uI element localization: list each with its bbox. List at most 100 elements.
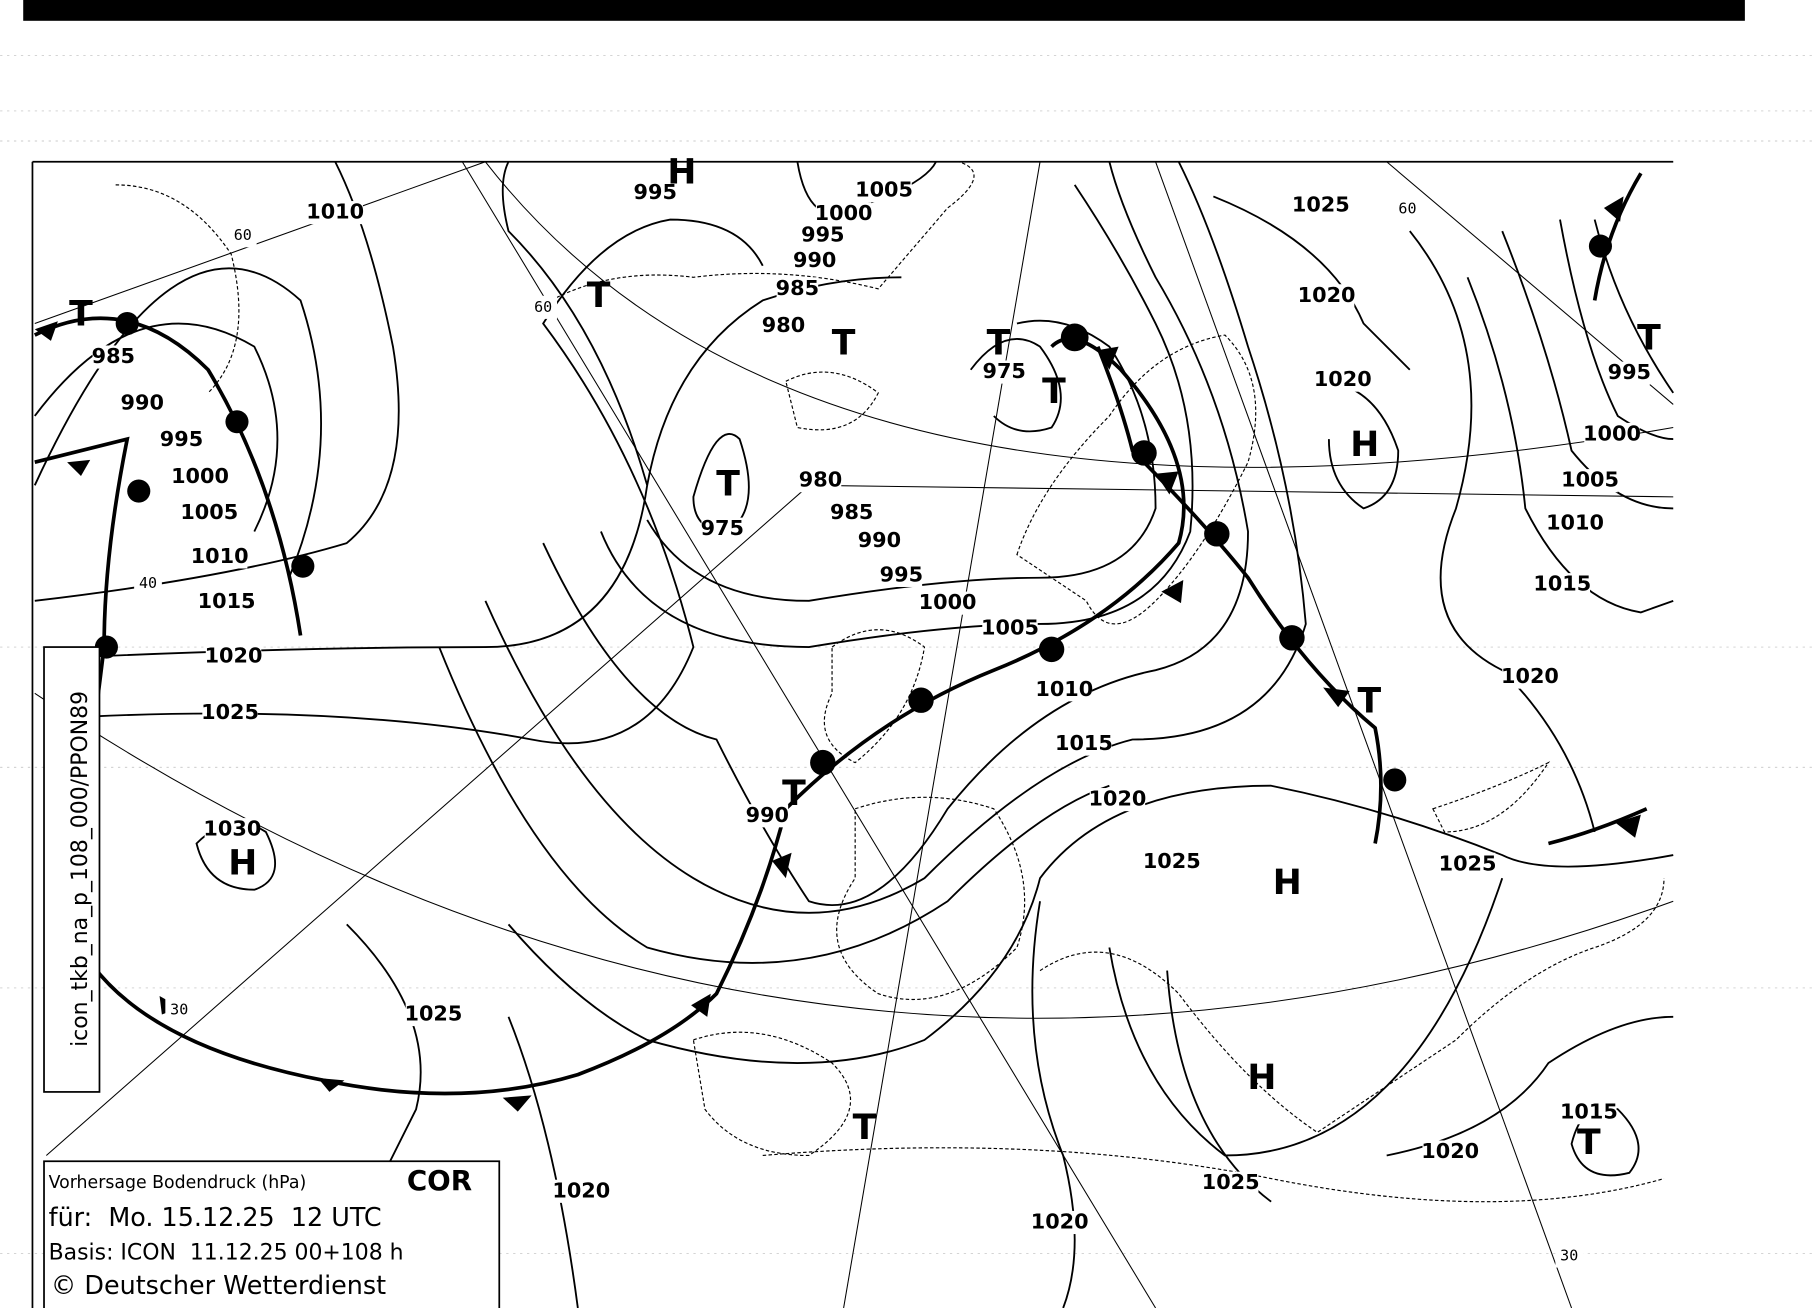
label-background bbox=[165, 998, 194, 1022]
label-background bbox=[1393, 197, 1422, 221]
low-pressure-label: T bbox=[1042, 372, 1066, 412]
legend-title: Vorhersage Bodendruck (hPa) bbox=[49, 1173, 307, 1193]
label-background bbox=[1298, 284, 1355, 308]
isobar-label: 1015 bbox=[1055, 731, 1113, 755]
isobar-label: 1015 bbox=[1560, 1100, 1618, 1124]
isobar-label: 1020 bbox=[552, 1178, 610, 1202]
isobar-label: 1020 bbox=[205, 643, 263, 667]
latitude-labels: 60 60 60 40 30 30 bbox=[134, 197, 1584, 1268]
label-background bbox=[776, 277, 819, 301]
isobar-label: 1010 bbox=[1035, 677, 1093, 701]
label-background bbox=[830, 501, 873, 525]
low-pressure-label: T bbox=[832, 323, 856, 363]
label-background bbox=[802, 224, 844, 248]
latitude-label: 30 bbox=[170, 1000, 188, 1018]
label-background bbox=[205, 644, 262, 668]
latitude-label: 30 bbox=[1560, 1247, 1578, 1265]
isobar-label: 990 bbox=[121, 390, 164, 414]
label-background bbox=[529, 295, 558, 319]
label-background bbox=[799, 469, 842, 493]
isobar-label: 1020 bbox=[1031, 1209, 1089, 1233]
isobar-label: 1025 bbox=[404, 1002, 462, 1026]
label-background bbox=[1056, 732, 1112, 756]
isobar-label: 1025 bbox=[1439, 851, 1497, 875]
isobar-label: 1030 bbox=[203, 817, 261, 841]
isobar-label: 995 bbox=[880, 562, 923, 586]
high-pressure-label: H bbox=[228, 843, 257, 883]
label-background bbox=[1608, 361, 1651, 385]
isobar-label: 990 bbox=[793, 248, 836, 272]
product-id: icon_tkb_na_p_108_000/PPON89 bbox=[68, 691, 93, 1047]
label-background bbox=[880, 563, 923, 587]
isobar-label: 1015 bbox=[198, 589, 256, 613]
isobar-label: 980 bbox=[799, 468, 842, 492]
isobar-label: 1025 bbox=[1143, 849, 1201, 873]
label-background bbox=[983, 360, 1026, 384]
isobar-label: 1025 bbox=[201, 700, 259, 724]
label-background bbox=[181, 501, 237, 525]
map-frame bbox=[31, 160, 1674, 1308]
label-background bbox=[982, 617, 1038, 641]
legend-cor-flag: COR bbox=[407, 1164, 472, 1197]
label-background bbox=[634, 181, 677, 205]
latitude-label: 40 bbox=[139, 574, 157, 592]
isobar-label: 1000 bbox=[815, 201, 873, 225]
isobar-label: 1005 bbox=[180, 500, 238, 524]
front-symbols bbox=[34, 196, 1641, 1112]
isobar-label: 1000 bbox=[919, 590, 977, 614]
isobar-label: 980 bbox=[762, 313, 805, 337]
low-pressure-label: T bbox=[69, 294, 93, 334]
isobar-label: 985 bbox=[776, 276, 819, 300]
legend-valid-time: für: Mo. 15.12.25 12 UTC bbox=[49, 1202, 382, 1232]
high-pressure-label: H bbox=[1247, 1058, 1276, 1098]
label-background bbox=[793, 249, 836, 273]
label-background bbox=[1555, 1244, 1584, 1268]
isobar-label: 1020 bbox=[1298, 283, 1356, 307]
isobar-label: 995 bbox=[801, 223, 844, 247]
isobar-label: 1010 bbox=[191, 544, 249, 568]
label-background bbox=[121, 391, 164, 415]
low-pressure-label: T bbox=[853, 1108, 877, 1148]
isobar-label: 1005 bbox=[1561, 468, 1619, 492]
label-background bbox=[1315, 368, 1371, 392]
label-background bbox=[191, 545, 248, 569]
label-background bbox=[1144, 850, 1200, 874]
isobar-label: 990 bbox=[746, 803, 789, 827]
isobar-label: 1020 bbox=[1501, 664, 1559, 688]
low-pressure-label: T bbox=[782, 774, 806, 814]
low-pressure-label: T bbox=[1577, 1123, 1601, 1163]
low-pressure-label: T bbox=[587, 276, 611, 316]
isobar-label: 995 bbox=[1608, 360, 1651, 384]
isobar-label: 1020 bbox=[1314, 367, 1372, 391]
label-background bbox=[92, 345, 135, 369]
label-background bbox=[1422, 1140, 1478, 1164]
low-pressure-label: T bbox=[716, 464, 740, 504]
coastlines bbox=[115, 161, 1665, 1203]
isobar-label: 1025 bbox=[1202, 1170, 1260, 1194]
label-background bbox=[762, 314, 805, 338]
isobar-label: 985 bbox=[830, 500, 873, 524]
high-pressure-label: H bbox=[1273, 863, 1302, 903]
label-background bbox=[202, 701, 258, 725]
isobar-label: 1010 bbox=[1546, 510, 1604, 534]
label-background bbox=[919, 591, 976, 615]
isobar-label: 975 bbox=[983, 359, 1026, 383]
label-background bbox=[1534, 573, 1591, 597]
legend-box: Vorhersage Bodendruck (hPa) COR für: Mo.… bbox=[43, 1160, 501, 1308]
isobar-label: 1025 bbox=[1292, 193, 1350, 217]
label-background bbox=[405, 1002, 462, 1027]
label-background bbox=[228, 224, 257, 248]
low-pressure-label: T bbox=[987, 323, 1011, 363]
high-pressure-centers: H H H H H bbox=[228, 152, 1379, 1098]
latitude-label: 60 bbox=[534, 298, 552, 316]
header-bar bbox=[23, 0, 1745, 21]
isobar-label: 1020 bbox=[1421, 1139, 1479, 1163]
label-background bbox=[1036, 678, 1093, 702]
high-pressure-label: H bbox=[667, 152, 696, 192]
latitude-label: 60 bbox=[1398, 200, 1416, 218]
isobar-label: 975 bbox=[701, 516, 744, 540]
isobar-label: 1010 bbox=[306, 200, 364, 224]
low-pressure-label: T bbox=[1358, 682, 1382, 722]
